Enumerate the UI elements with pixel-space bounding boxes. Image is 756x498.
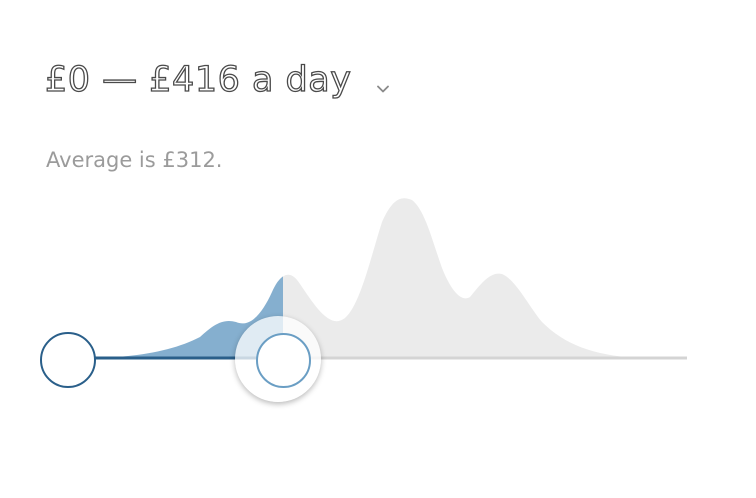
chevron-down-icon (377, 85, 389, 93)
histogram-unselected-area (283, 198, 640, 358)
average-price-text: Average is £312. (46, 148, 223, 172)
slider-max-handle[interactable] (256, 333, 311, 388)
slider-min-handle[interactable] (40, 332, 96, 388)
range-dropdown-button[interactable] (372, 78, 394, 100)
histogram-selected-area (96, 276, 283, 358)
price-range-title: £0 — £416 a day (44, 59, 352, 100)
